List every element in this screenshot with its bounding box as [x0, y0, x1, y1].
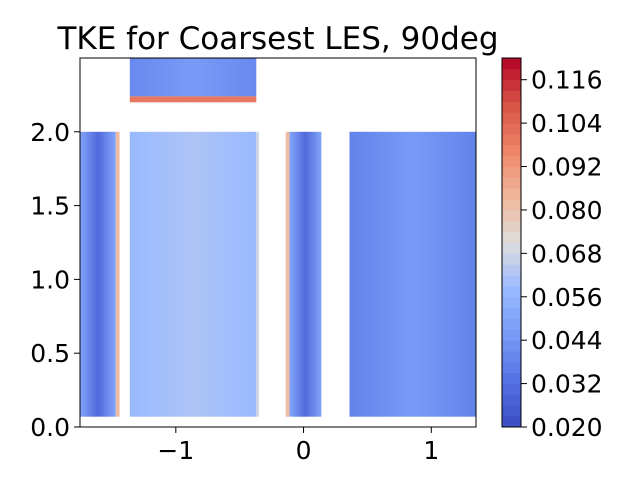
colorbar-segment-17 [502, 242, 521, 254]
heatmap-region-6 [129, 96, 257, 103]
colorbar-segment-20 [502, 209, 521, 222]
colorbar-segment-4 [502, 383, 521, 395]
colorbar-segment-1 [502, 416, 521, 428]
heatmap-region-1 [80, 131, 116, 417]
heatmap-region-8 [289, 131, 322, 417]
colorbar-segment-26 [502, 144, 521, 157]
colorbar-segment-14 [502, 275, 521, 287]
colorbar-tick-label-1: 0.020 [531, 413, 603, 442]
plot-frame [79, 57, 477, 428]
chart-title: TKE for Coarsest LES, 90deg [56, 21, 498, 57]
colorbar-segment-10 [502, 318, 521, 330]
x-tick-label-1: −1 [157, 436, 194, 465]
colorbar-segment-18 [502, 231, 521, 243]
colorbar-segment-28 [502, 123, 521, 135]
x-tick-label-2: 0 [296, 436, 312, 465]
y-tick-label-3: 1.0 [30, 265, 70, 294]
colorbar-tick-label-2: 0.032 [531, 370, 603, 399]
y-tick-label-4: 1.5 [30, 192, 70, 221]
heatmap-region-3 [129, 131, 257, 417]
colorbar-segment-2 [502, 405, 521, 417]
colorbar-segment-34 [502, 58, 521, 70]
colorbar-segment-12 [502, 296, 521, 309]
colorbar-segment-30 [502, 101, 521, 113]
heatmap-regions [80, 58, 476, 417]
y-tick-label-1: 0.0 [30, 413, 70, 442]
heatmap-region-7 [285, 131, 290, 417]
colorbar-segment-9 [502, 329, 521, 341]
colorbar-segment-24 [502, 166, 521, 178]
colorbar-segment-29 [502, 112, 521, 124]
colorbar-tick-label-8: 0.104 [531, 109, 603, 138]
colorbar-segment-22 [502, 188, 521, 200]
x-axis: −1 0 1 [157, 427, 439, 465]
y-tick-label-5: 2.0 [30, 118, 70, 147]
colorbar-segment-6 [502, 361, 521, 374]
y-tick-label-2: 0.5 [30, 339, 70, 368]
colorbar-segment-23 [502, 177, 521, 189]
heatmap-region-5 [129, 58, 257, 97]
colorbar-segment-7 [502, 351, 521, 363]
colorbar-segment-3 [502, 394, 521, 406]
colorbar-tick-label-6: 0.080 [531, 196, 603, 225]
colorbar-tick-label-3: 0.044 [531, 326, 603, 355]
colorbar-frame [501, 57, 522, 428]
colorbar-tick-label-7: 0.092 [531, 153, 603, 182]
colorbar-segment-15 [502, 264, 521, 276]
colorbar-tick-label-4: 0.056 [531, 283, 603, 312]
colorbar-segment-8 [502, 340, 521, 352]
colorbar-segment-27 [502, 133, 521, 146]
x-tick-label-3: 1 [423, 436, 439, 465]
heatmap-region-4 [256, 131, 259, 417]
colorbar-segment-5 [502, 372, 521, 384]
colorbar-segment-25 [502, 155, 521, 167]
y-axis: 0.0 0.5 1.0 1.5 2.0 [30, 118, 80, 442]
colorbar-segment-13 [502, 285, 521, 298]
colorbar-segment-31 [502, 90, 521, 102]
colorbar-segment-19 [502, 220, 521, 233]
heatmap-region-2 [115, 131, 120, 417]
colorbar-segment-21 [502, 199, 521, 211]
colorbar-tick-label-9: 0.116 [531, 66, 603, 95]
colorbar-segment-33 [502, 68, 521, 81]
colorbar-segment-16 [502, 253, 521, 265]
colorbar-segment-32 [502, 79, 521, 91]
heatmap-region-9 [349, 131, 476, 417]
colorbar: 0.020 0.032 0.044 0.056 0.068 0.080 0.092 0.104… [501, 57, 603, 442]
colorbar-tick-label-5: 0.068 [531, 239, 603, 268]
colorbar-segment-11 [502, 307, 521, 319]
